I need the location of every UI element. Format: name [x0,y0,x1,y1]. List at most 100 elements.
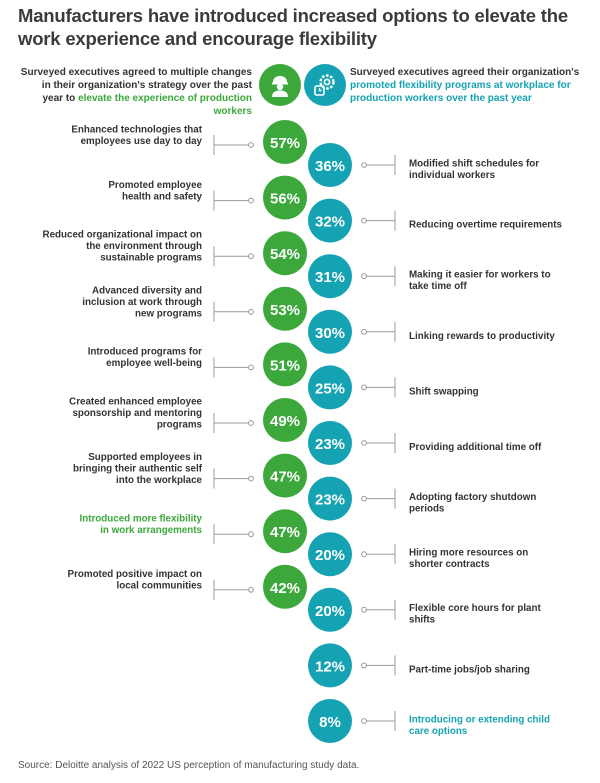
right-header: Surveyed executives agreed their organiz… [350,66,585,105]
gear-clock-icon [304,64,346,106]
left-label: Introduced more flexibility [80,513,203,524]
right-item: 23% Providing additional time off [305,418,542,468]
left-label: health and safety [122,191,203,202]
value-bubble [263,509,307,554]
connector-dot [248,197,254,204]
right-label: Reducing overtime requirements [409,220,563,231]
value-label: 49% [270,413,300,430]
connector-dot [248,420,254,426]
value-bubble [263,342,307,387]
value-bubble [263,175,307,220]
right-label: care options [409,726,468,737]
value-label: 30% [315,325,345,342]
value-bubble [308,365,352,410]
value-label: 42% [270,580,300,597]
left-label: sustainable programs [100,253,202,264]
left-header-highlight: elevate the experience of production wor… [78,93,252,117]
right-item: 25% Shift swapping [305,362,479,413]
right-label: Adopting factory shutdown [409,492,536,503]
value-label: 23% [315,492,345,509]
value-label: 25% [315,380,345,397]
connector-dot [361,718,367,724]
right-label: Linking rewards to productivity [409,331,555,342]
value-label: 54% [270,246,300,263]
left-header: Surveyed executives agreed to multiple c… [20,66,252,118]
value-bubble [308,309,352,354]
right-item: 36% Modified shift schedules forindividua… [305,140,539,190]
left-label: employee well-being [106,358,202,369]
value-label: 36% [315,158,345,175]
value-label: 20% [315,547,345,564]
left-label: Promoted employee [108,180,202,191]
left-label: new programs [135,308,203,319]
value-label: 8% [319,714,341,731]
left-label: Reduced organizational impact on [43,230,203,241]
value-bubble [308,254,352,299]
right-header-text: Surveyed executives agreed their organiz… [350,67,580,78]
value-label: 20% [315,603,345,620]
connector-dot [248,364,254,371]
left-label: Enhanced technologies that [71,124,202,135]
right-label: shorter contracts [409,559,490,570]
connector-dot [361,606,367,613]
left-label: Created enhanced employee [69,397,202,408]
value-bubble [308,532,352,577]
right-label: Flexible core hours for plant [409,603,541,614]
connector-dot [361,162,367,168]
value-label: 47% [270,524,300,541]
value-bubble [308,143,352,187]
value-label: 23% [315,436,345,453]
value-bubble [263,120,307,164]
value-bubble [308,421,352,465]
left-label: local communities [117,581,203,592]
source-note: Source: Deloitte analysis of 2022 US per… [18,760,360,771]
right-label: Shift swapping [409,386,479,397]
right-label: take time off [409,281,467,292]
value-label: 57% [270,135,300,152]
left-label: programs [157,420,203,431]
value-bubble [308,587,352,632]
value-label: 31% [315,269,345,286]
connector-dot [248,531,254,538]
connector-dot [248,253,254,260]
value-label: 12% [315,658,345,675]
value-bubble [263,231,307,276]
value-bubble [263,398,307,442]
left-header-text: Surveyed executives agreed to multiple c… [20,67,252,104]
right-label: Making it easier for workers to [409,269,551,280]
value-bubble [263,564,307,609]
value-bubble [263,453,307,498]
value-bubble [263,286,307,331]
right-label: Hiring more resources on [409,547,528,558]
connector-dot [361,328,367,335]
connector-dot [361,551,367,558]
right-header-highlight: promoted flexibility programs at workpla… [350,80,571,104]
connector-dot [361,384,367,391]
right-label: shifts [409,615,436,626]
connector-dot [361,662,367,669]
value-label: 56% [270,191,300,208]
left-label: the environment through [86,241,202,252]
left-label: in work arrangements [100,525,202,536]
connector-dot [361,495,367,502]
right-label: Modified shift schedules for [409,158,539,169]
left-label: Advanced diversity and [92,285,202,296]
value-bubble [308,476,352,521]
value-label: 32% [315,214,345,231]
left-label: inclusion at work through [82,297,202,308]
connector-dot [361,217,367,224]
